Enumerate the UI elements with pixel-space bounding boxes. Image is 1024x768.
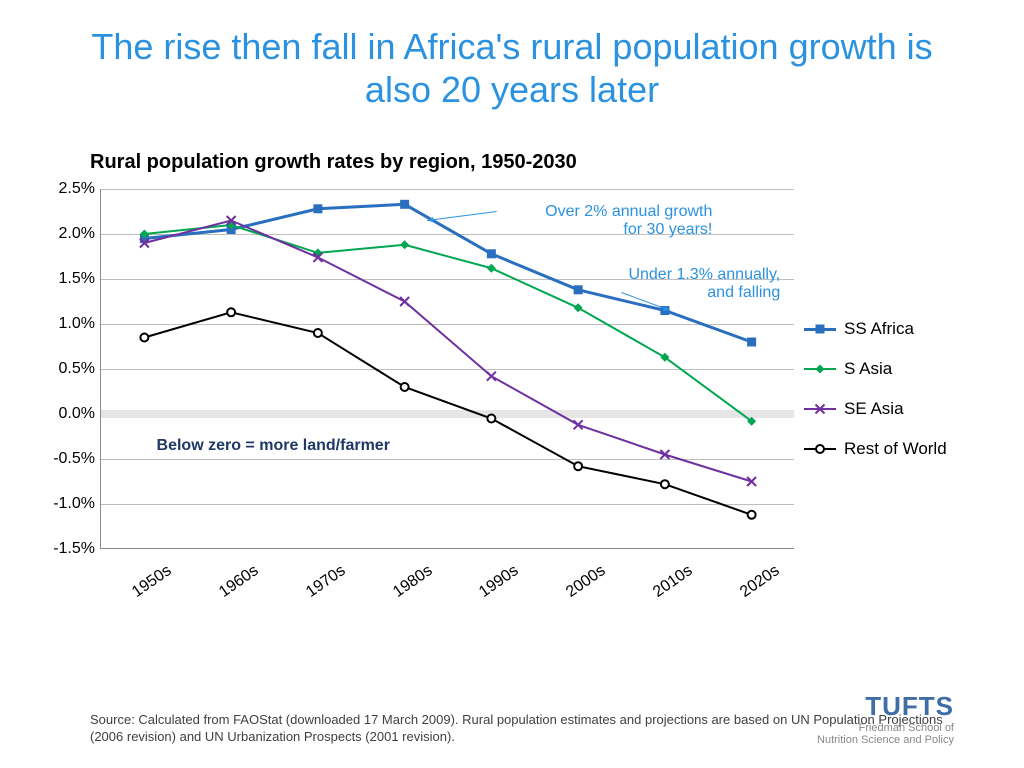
y-axis-label: -1.5% — [40, 540, 95, 558]
x-axis-labels: 1950s 1960s 1970s 1980s 1990s 2000s 2010s 2020s — [100, 554, 794, 599]
y-axis-labels: 2.5%2.0%1.5%1.0%0.5%0.0%-0.5%-1.0%-1.5% — [40, 189, 95, 599]
tufts-logo: TUFTS — [865, 691, 954, 722]
y-axis-label: 1.0% — [40, 315, 95, 333]
x-axis-label: 1990s — [476, 562, 522, 602]
y-axis-label: 2.0% — [40, 225, 95, 243]
logo-subline-1: Friedman School of — [859, 722, 954, 734]
y-axis-label: -0.5% — [40, 450, 95, 468]
legend: SS Africa S Asia SE Asia Rest of World — [804, 319, 954, 479]
legend-label: S Asia — [844, 359, 892, 379]
y-axis-label: 0.5% — [40, 360, 95, 378]
plot-area: Over 2% annual growthfor 30 years! Under … — [100, 189, 794, 549]
legend-item: SE Asia — [804, 399, 954, 419]
legend-label: SE Asia — [844, 399, 904, 419]
x-axis-label: 2000s — [563, 562, 609, 602]
legend-item: SS Africa — [804, 319, 954, 339]
x-axis-label: 1950s — [129, 562, 175, 602]
x-axis-label: 1980s — [390, 562, 436, 602]
legend-item: Rest of World — [804, 439, 954, 459]
y-axis-label: -1.0% — [40, 495, 95, 513]
y-axis-label: 0.0% — [40, 405, 95, 423]
logo-area: TUFTS Friedman School of Nutrition Scien… — [817, 691, 954, 746]
chart-svg — [101, 189, 794, 548]
y-axis-label: 2.5% — [40, 180, 95, 198]
y-axis-label: 1.5% — [40, 270, 95, 288]
chart-annotation: Below zero = more land/farmer — [157, 437, 390, 455]
chart-subtitle: Rural population growth rates by region,… — [0, 121, 1024, 184]
legend-label: Rest of World — [844, 439, 947, 459]
legend-item: S Asia — [804, 359, 954, 379]
logo-subline-2: Nutrition Science and Policy — [817, 734, 954, 746]
chart-annotation: Over 2% annual growthfor 30 years! — [545, 203, 712, 239]
x-axis-label: 1970s — [303, 562, 349, 602]
main-title: The rise then fall in Africa's rural pop… — [0, 0, 1024, 121]
chart-annotation: Under 1.3% annually,and falling — [628, 266, 780, 302]
x-axis-label: 2020s — [737, 562, 783, 602]
legend-label: SS Africa — [844, 319, 914, 339]
x-axis-label: 1960s — [216, 562, 262, 602]
x-axis-label: 2010s — [650, 562, 696, 602]
chart-wrapper: 2.5%2.0%1.5%1.0%0.5%0.0%-0.5%-1.0%-1.5% … — [100, 189, 954, 599]
